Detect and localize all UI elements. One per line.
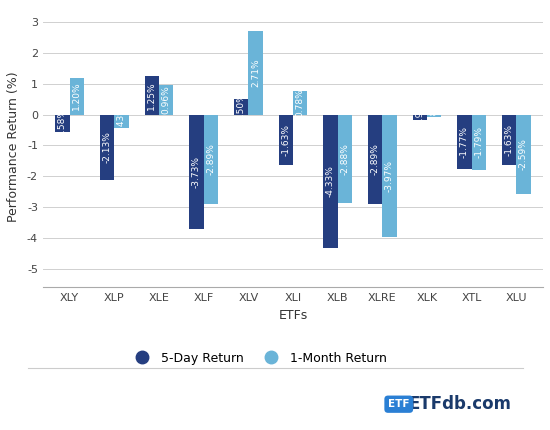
- Text: -2.89%: -2.89%: [371, 143, 380, 175]
- Bar: [114, 115, 129, 128]
- Text: -0.19%: -0.19%: [415, 101, 424, 134]
- Bar: [100, 115, 114, 180]
- Text: -4.33%: -4.33%: [326, 165, 335, 197]
- Text: -2.13%: -2.13%: [103, 132, 112, 163]
- Text: -0.43%: -0.43%: [117, 105, 126, 137]
- Bar: [382, 115, 397, 237]
- Text: 2.71%: 2.71%: [251, 58, 260, 87]
- Bar: [323, 115, 338, 248]
- X-axis label: ETFs: ETFs: [278, 310, 307, 322]
- Bar: [234, 99, 248, 115]
- Text: 0.50%: 0.50%: [236, 92, 246, 121]
- Text: -1.63%: -1.63%: [504, 124, 514, 156]
- Text: -3.73%: -3.73%: [192, 156, 201, 188]
- Text: -2.59%: -2.59%: [519, 138, 528, 170]
- Bar: [279, 115, 293, 165]
- Bar: [471, 115, 486, 170]
- Bar: [70, 78, 84, 115]
- Text: ETFdb.com: ETFdb.com: [409, 395, 512, 413]
- Text: -0.58%: -0.58%: [58, 108, 67, 140]
- Text: -2.89%: -2.89%: [206, 143, 215, 175]
- Bar: [502, 115, 516, 165]
- Text: 1.20%: 1.20%: [72, 82, 81, 111]
- Legend: 5-Day Return, 1-Month Return: 5-Day Return, 1-Month Return: [129, 352, 387, 365]
- Bar: [56, 115, 70, 132]
- Bar: [293, 91, 307, 115]
- Text: ETF: ETF: [388, 399, 410, 409]
- Bar: [204, 115, 218, 203]
- Bar: [427, 115, 441, 117]
- Text: 0.96%: 0.96%: [162, 86, 170, 114]
- Text: -0.08%: -0.08%: [430, 100, 438, 132]
- Bar: [189, 115, 204, 230]
- Text: -1.79%: -1.79%: [474, 126, 483, 158]
- Text: 0.78%: 0.78%: [295, 88, 305, 117]
- Text: -3.97%: -3.97%: [385, 160, 394, 192]
- Text: -1.63%: -1.63%: [281, 124, 290, 156]
- Text: -2.88%: -2.88%: [340, 143, 349, 175]
- Text: 1.25%: 1.25%: [147, 81, 156, 110]
- Bar: [338, 115, 352, 203]
- Bar: [412, 115, 427, 120]
- Bar: [159, 85, 173, 115]
- Bar: [457, 115, 471, 169]
- Bar: [368, 115, 382, 203]
- Text: -1.77%: -1.77%: [460, 126, 469, 158]
- Bar: [248, 31, 262, 115]
- Bar: [145, 76, 159, 115]
- Bar: [516, 115, 531, 194]
- Y-axis label: Performance Return (%): Performance Return (%): [7, 72, 20, 222]
